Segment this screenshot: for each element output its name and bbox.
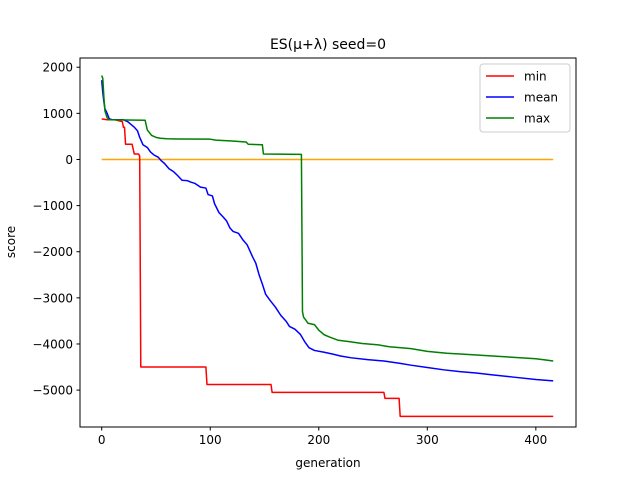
series-line-min [101,118,554,418]
plot-frame [79,57,577,428]
legend-label-max: max [524,112,550,126]
x-axis: 0 100 200 300 400 [98,427,547,447]
y-tick-label: −1000 [32,199,73,213]
x-tick-label: 0 [98,433,106,447]
y-tick-label: 1000 [42,107,73,121]
x-axis-label: generation [295,456,360,470]
legend-label-min: min [524,70,547,84]
y-axis: −5000 −4000 −3000 −2000 −1000 0 1000 2000 [32,61,80,398]
x-tick-label: 300 [416,433,439,447]
x-tick-label: 200 [307,433,330,447]
legend-label-mean: mean [524,91,558,105]
y-tick-label: −4000 [32,337,73,351]
chart-title: ES(μ+λ) seed=0 [270,37,386,53]
x-tick-label: 400 [524,433,547,447]
plot-area [100,75,554,418]
series-line-mean [100,80,554,382]
x-tick-label: 100 [199,433,222,447]
y-tick-label: 2000 [42,61,73,75]
y-tick-label: −5000 [32,384,73,398]
legend: min mean max [479,63,571,133]
legend-box [479,63,571,133]
y-tick-label: −3000 [32,291,73,305]
y-tick-label: −2000 [32,245,73,259]
y-axis-label: score [4,226,18,258]
series-line-max [101,75,554,362]
y-tick-label: 0 [65,153,73,167]
